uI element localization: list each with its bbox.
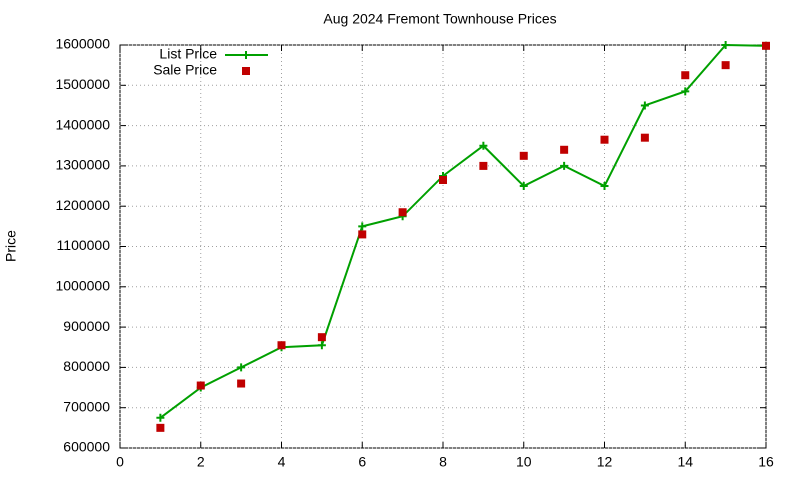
x-tick-label: 2 xyxy=(197,454,205,470)
y-tick-label: 1600000 xyxy=(55,36,110,52)
y-tick-label: 800000 xyxy=(63,358,110,374)
y-tick-label: 1000000 xyxy=(55,278,110,294)
legend-marker xyxy=(242,67,250,75)
point xyxy=(156,423,165,432)
point xyxy=(237,363,246,372)
y-tick-label: 1200000 xyxy=(55,197,110,213)
point xyxy=(479,141,488,150)
x-tick-label: 12 xyxy=(597,454,613,470)
point xyxy=(196,381,205,390)
point xyxy=(600,182,609,191)
point xyxy=(600,135,609,144)
y-tick-label: 900000 xyxy=(63,318,110,334)
point xyxy=(519,182,528,191)
x-tick-label: 6 xyxy=(358,454,366,470)
point xyxy=(317,333,326,342)
chart-title: Aug 2024 Fremont Townhouse Prices xyxy=(323,11,556,27)
point xyxy=(640,133,649,142)
x-tick-label: 8 xyxy=(439,454,447,470)
point xyxy=(721,61,730,70)
point xyxy=(398,208,407,217)
y-tick-label: 1100000 xyxy=(57,237,111,253)
point xyxy=(640,101,649,110)
point xyxy=(479,161,488,170)
y-tick-label: 600000 xyxy=(63,439,110,455)
point xyxy=(681,87,690,96)
x-tick-label: 16 xyxy=(758,454,774,470)
point xyxy=(762,41,770,50)
y-axis-label: Price xyxy=(3,230,19,262)
point xyxy=(721,41,730,49)
x-tick-label: 14 xyxy=(677,454,693,470)
y-tick-label: 700000 xyxy=(63,398,110,414)
line-series xyxy=(159,43,767,419)
y-tick-label: 1400000 xyxy=(55,116,110,132)
legend-marker xyxy=(242,51,250,59)
legend-label: Sale Price xyxy=(153,62,217,78)
point xyxy=(681,71,690,80)
point xyxy=(358,222,367,231)
point xyxy=(439,176,447,185)
y-tick-label: 1500000 xyxy=(55,76,110,92)
point xyxy=(317,341,326,350)
x-tick-label: 0 xyxy=(116,454,124,470)
point xyxy=(358,230,367,239)
x-tick-label: 4 xyxy=(278,454,286,470)
point xyxy=(156,413,165,422)
point xyxy=(519,151,528,160)
point xyxy=(560,161,569,170)
x-tick-label: 10 xyxy=(516,454,532,470)
y-tick-label: 1300000 xyxy=(55,157,110,173)
legend-label: List Price xyxy=(159,46,217,62)
point xyxy=(237,379,246,388)
point xyxy=(277,341,286,350)
point xyxy=(560,145,569,154)
